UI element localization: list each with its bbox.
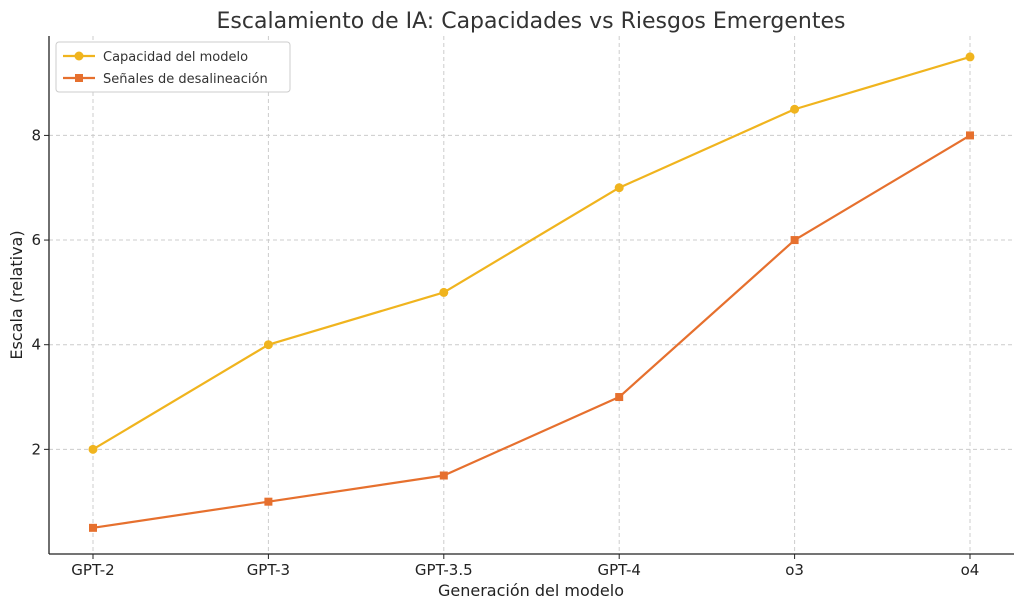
x-tick-label: o3 [785,561,804,579]
legend-box [55,41,291,93]
series-line [92,134,971,529]
legend-marker-circle [74,51,84,61]
x-tick-label: GPT-3.5 [415,561,473,579]
axes-layer [48,36,1014,555]
x-tick-label: GPT-3 [247,561,290,579]
data-point-circle [965,52,975,62]
legend-label: Capacidad del modelo [103,50,248,65]
legend-label: Señales de desalineación [103,72,268,87]
y-tick-label: 4 [31,336,41,354]
data-point-square [264,497,273,506]
ticks-layer: GPT-2 GPT-3 GPT-3.5 GPT-4 o3 o4 2 4 6 8 [31,126,979,579]
legend-marker-square [75,74,83,82]
data-point-circle [88,444,98,454]
data-point-square [89,523,97,532]
series-layer [88,52,975,532]
chart-title: Escalamiento de IA: Capacidades vs Riesg… [217,9,846,34]
data-point-square [966,131,974,140]
x-tick-label: GPT-4 [597,561,640,579]
x-axis-label: Generación del modelo [438,581,624,600]
x-tick-label: o4 [961,561,980,579]
data-point-circle [263,340,273,350]
data-point-square [790,236,799,245]
data-point-circle [790,104,800,114]
legend: Capacidad del modelo Señales de desalinea… [55,41,291,93]
data-point-circle [439,287,449,297]
grid-layer [49,36,1014,554]
data-point-circle [614,183,624,193]
series-line [92,55,971,451]
y-axis-label: Escala (relativa) [7,230,26,359]
y-tick-label: 2 [31,440,41,458]
data-point-square [615,393,624,402]
data-point-square [439,471,448,480]
y-tick-label: 8 [31,126,41,144]
x-tick-label: GPT-2 [71,561,114,579]
y-tick-label: 6 [31,231,41,249]
